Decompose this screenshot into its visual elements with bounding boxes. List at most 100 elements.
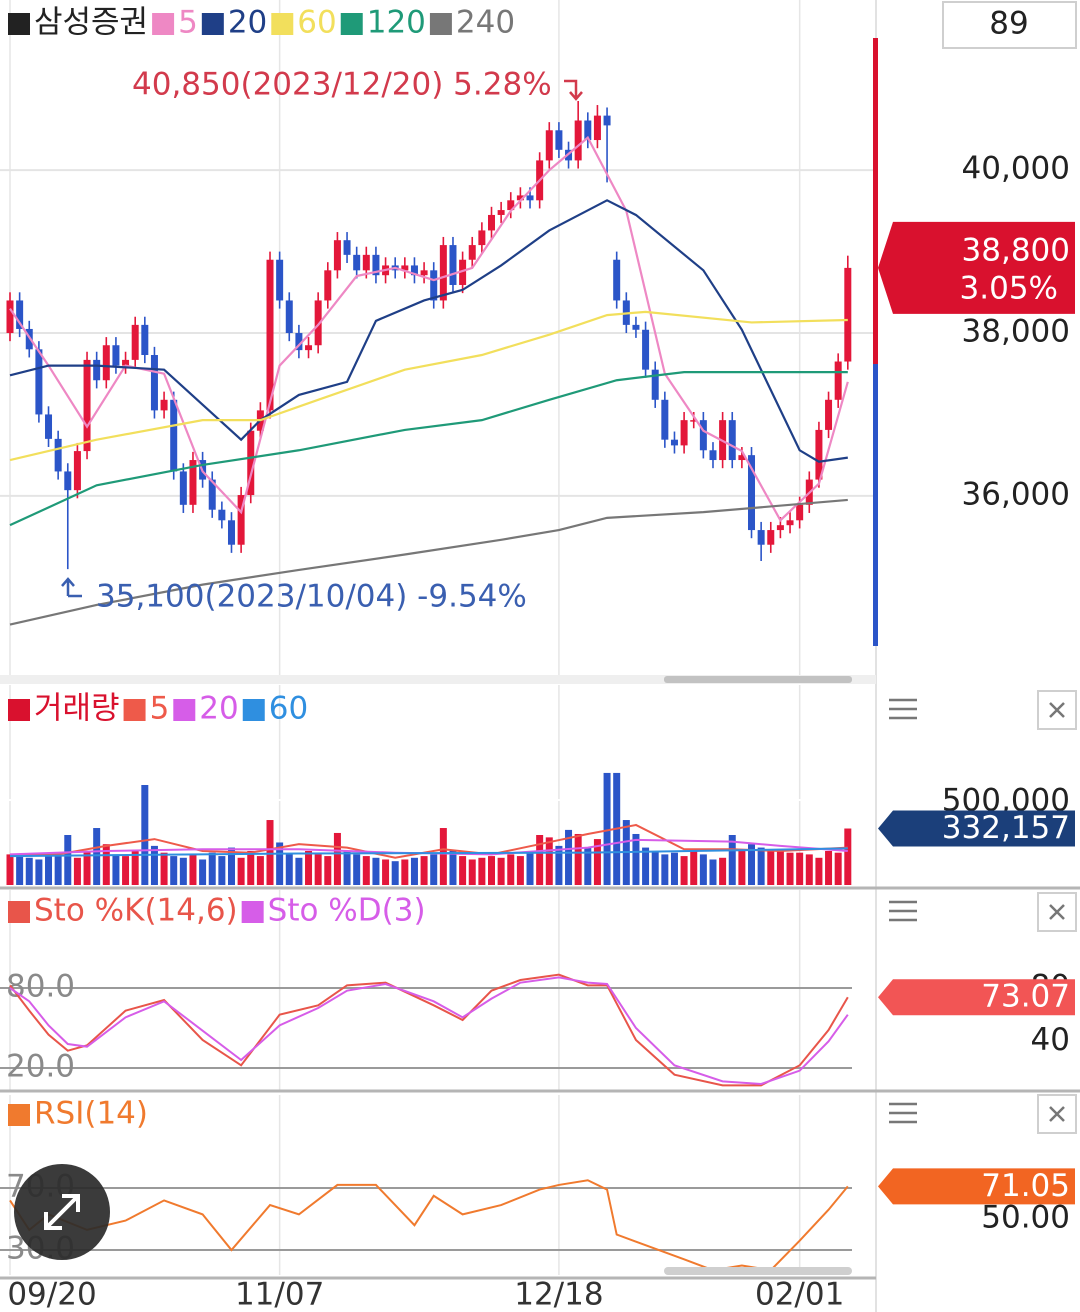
volume-bar: [179, 857, 187, 885]
last-value-label: 73.07: [981, 979, 1070, 1015]
legend-swatch: [8, 1104, 30, 1126]
candle-body: [54, 438, 62, 472]
volume-bar: [834, 852, 842, 885]
candle-body: [276, 259, 284, 301]
volume-bar: [266, 820, 274, 885]
scrollbar[interactable]: [664, 676, 852, 683]
candle-body: [305, 345, 313, 351]
volume-bar: [54, 856, 62, 885]
volume-bar: [478, 857, 486, 885]
volume-bar: [305, 850, 313, 885]
volume-bar: [170, 856, 178, 885]
indicator-line: [9, 838, 848, 856]
volume-bar: [536, 835, 544, 885]
x-tick-label: 12/18: [514, 1277, 603, 1312]
x-tick-label: 11/07: [235, 1277, 324, 1312]
volume-bar: [796, 852, 804, 885]
candle-body: [738, 455, 746, 461]
volume-bar: [825, 850, 833, 885]
candle-body: [170, 399, 178, 472]
period-box[interactable]: [942, 1, 1077, 49]
candle-body: [83, 359, 91, 452]
volume-bar: [709, 859, 717, 885]
volume-bar: [593, 839, 601, 885]
last-value-label: 71.05: [981, 1168, 1070, 1204]
candle-body: [333, 240, 341, 271]
candle-body: [709, 450, 717, 461]
legend-swatch: [241, 901, 264, 923]
zoom-button[interactable]: [14, 1164, 110, 1260]
x-tick-label: 09/20: [7, 1277, 96, 1312]
volume-bar: [738, 850, 746, 885]
scrollbar[interactable]: [664, 1267, 852, 1275]
candle-body: [372, 254, 380, 276]
volume-bar: [642, 847, 650, 885]
volume-bar: [324, 856, 332, 885]
volume-bar: [651, 850, 659, 885]
volume-bar: [362, 856, 370, 885]
volume-bar: [150, 845, 158, 885]
candle-body: [642, 329, 650, 370]
last-value-badge: [878, 810, 1075, 847]
volume-bar: [410, 857, 418, 885]
candle-body: [651, 369, 659, 400]
candle-body: [815, 429, 823, 480]
volume-bar: [343, 850, 351, 885]
volume-bar: [468, 859, 476, 885]
volume-bar: [680, 856, 688, 885]
menu-icon[interactable]: [889, 698, 917, 1124]
volume-bar: [488, 856, 495, 885]
volume-bar: [449, 850, 457, 885]
candle-body: [603, 115, 611, 126]
candle-body: [593, 115, 601, 141]
low-annotation: 35,100(2023/10/04) -9.54%: [96, 579, 527, 615]
volume-bar: [420, 856, 428, 885]
volume-bar: [314, 854, 322, 885]
candle-body: [844, 267, 852, 362]
volume-bar: [632, 833, 640, 885]
y-tick-label: 38,000: [962, 314, 1070, 350]
indicator-line: [9, 310, 848, 462]
indicator-line: [9, 976, 849, 1086]
volume-bar: [237, 857, 245, 885]
volume-bar: [748, 844, 756, 885]
volume-bar: [430, 854, 438, 885]
volume-bar: [102, 844, 110, 885]
volume-bar: [160, 852, 168, 885]
candle-body: [227, 520, 235, 545]
legend-entry: Sto %K(14,6): [34, 893, 238, 929]
volume-bar: [35, 859, 43, 885]
panel-separator: [0, 675, 876, 684]
candle-body: [497, 210, 505, 215]
volume-bar: [516, 856, 524, 885]
candle-body: [420, 270, 428, 276]
candle-body: [122, 359, 130, 366]
candle-body: [613, 259, 621, 301]
y-tick-label: 50.00: [981, 1200, 1070, 1236]
legend-swatch: [242, 699, 265, 721]
period-value: 89: [989, 6, 1028, 42]
volume-bar: [526, 852, 534, 885]
candle-body: [439, 245, 447, 301]
close-button[interactable]: [1037, 690, 1077, 1134]
legend-swatch: [271, 13, 294, 35]
volume-bar: [497, 857, 505, 885]
candle-body: [757, 530, 765, 545]
last-value-label: 38,800: [962, 232, 1070, 268]
candle-body: [574, 120, 582, 161]
candle-body: [353, 254, 361, 271]
candle-body: [478, 230, 486, 246]
candle-body: [6, 300, 14, 334]
volume-bar: [93, 828, 101, 885]
legend-swatch: [8, 699, 30, 721]
legend-entry: Sto %D(3): [268, 893, 426, 929]
volume-bar: [247, 850, 255, 885]
volume-bar: [699, 854, 707, 885]
legend-swatch: [123, 699, 146, 721]
legend-name: 거래량: [34, 691, 120, 727]
volume-bar: [333, 832, 341, 885]
volume-bar: [565, 829, 573, 885]
candle-body: [776, 525, 784, 531]
